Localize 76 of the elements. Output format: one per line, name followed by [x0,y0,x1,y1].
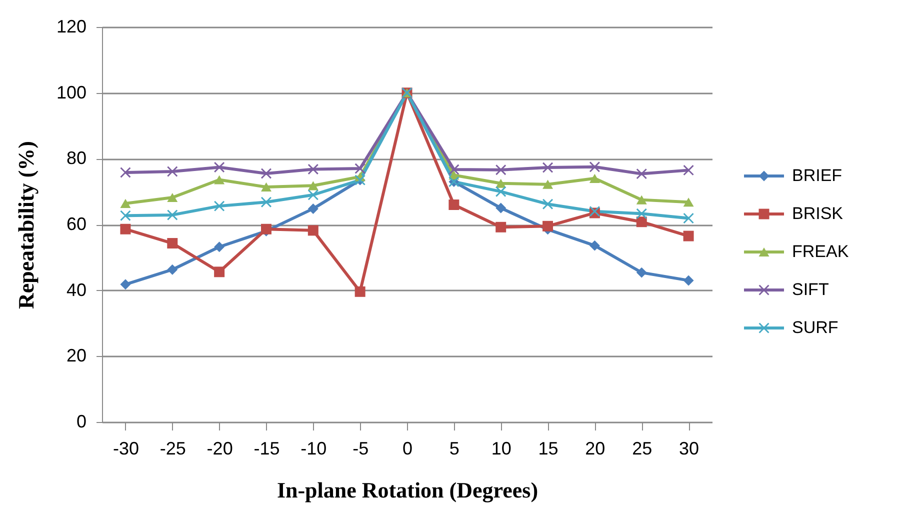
point [214,242,225,252]
point [308,164,318,174]
point [636,208,647,219]
point [683,213,694,224]
point [542,198,554,210]
point [120,279,131,290]
point [120,167,131,178]
point [167,210,178,220]
point [496,186,506,197]
point [542,220,554,232]
x-tick-label: -30 [112,438,139,458]
point [636,216,647,228]
legend-label: BRIEF [792,166,842,185]
point [308,203,318,214]
x-tick-label: 10 [491,438,512,458]
point [496,178,506,188]
point [308,190,318,200]
point [214,175,225,184]
point [542,162,554,173]
x-axis-title: In-plane Rotation (Degrees) [276,478,538,502]
point [120,210,131,221]
point [636,168,647,180]
point [448,200,460,210]
x-tick-label: 25 [632,438,652,458]
point [167,238,178,249]
point [542,180,554,189]
legend-label: BRISK [792,204,844,223]
point [683,198,694,207]
point [260,182,272,192]
point [448,164,460,175]
y-tick-label: 100 [56,82,86,102]
point [167,192,178,202]
point [589,174,600,183]
point [683,275,694,286]
point [636,195,647,204]
point [683,230,694,242]
point [683,164,694,176]
x-tick-label: 0 [402,438,413,458]
point [308,181,318,190]
point [354,163,366,174]
point [636,267,647,278]
y-tick-label: 80 [66,148,86,168]
x-tick-label: -20 [206,438,233,458]
y-tick-label: 120 [56,16,86,36]
x-tick-label: -25 [160,438,186,458]
y-tick-label: 0 [76,412,86,432]
y-axis-title: Repeatability (%) [13,140,38,310]
point [167,166,178,177]
point [354,286,366,297]
legend-label: FREAK [792,242,850,261]
point [496,222,506,232]
point [260,196,272,208]
point [120,198,131,208]
x-tick-label: -15 [254,438,280,458]
x-tick-label: 5 [449,438,460,458]
y-tick-label: 60 [66,214,86,234]
point [589,162,600,172]
legend-label: SIFT [792,280,829,299]
point [260,168,272,179]
x-tick-label: 20 [585,438,606,458]
point [214,200,225,212]
point [214,266,225,278]
x-tick-label: 15 [538,438,558,458]
legend-label: SURF [792,318,838,337]
point [214,162,225,172]
point [167,264,178,275]
x-tick-label: -5 [352,438,369,458]
x-tick-label: -10 [300,438,327,458]
y-tick-label: 40 [66,280,86,300]
point [496,202,506,214]
point [308,225,318,236]
y-tick-label: 20 [66,346,86,366]
point [120,224,131,234]
point [496,164,506,176]
x-tick-label: 30 [679,438,700,458]
point [589,240,600,251]
